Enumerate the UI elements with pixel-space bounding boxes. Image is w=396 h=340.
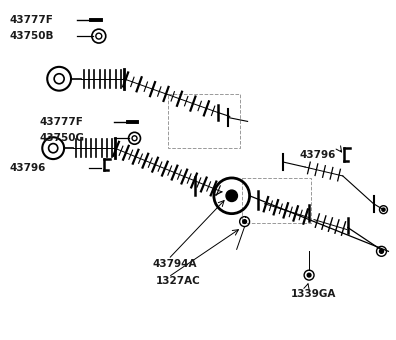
Text: 43796: 43796 — [299, 150, 335, 160]
Text: 43796: 43796 — [10, 163, 46, 173]
Circle shape — [226, 190, 238, 202]
Text: 43777F: 43777F — [10, 15, 53, 25]
Bar — [168, 94, 240, 148]
Text: 1327AC: 1327AC — [155, 276, 200, 286]
Text: 1339GA: 1339GA — [291, 289, 337, 299]
Text: 43777F: 43777F — [39, 117, 83, 128]
Bar — [242, 178, 311, 223]
Circle shape — [307, 273, 311, 277]
Circle shape — [243, 220, 246, 223]
Text: 43750B: 43750B — [10, 31, 54, 41]
Text: 43750G: 43750G — [39, 133, 84, 143]
Text: 43794A: 43794A — [152, 259, 197, 269]
Circle shape — [382, 208, 385, 211]
Circle shape — [379, 249, 383, 253]
